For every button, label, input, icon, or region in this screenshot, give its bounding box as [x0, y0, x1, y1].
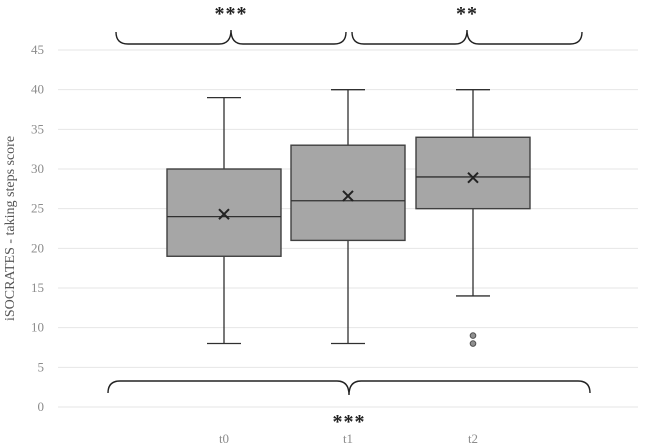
- x-tick-label: t2: [468, 431, 478, 446]
- bracket: [115, 29, 347, 45]
- y-tick-label: 15: [31, 280, 44, 295]
- outlier-point: [469, 340, 477, 347]
- mean-marker: [218, 208, 230, 220]
- box-t0: [166, 96, 282, 345]
- significance-label: **: [456, 3, 478, 25]
- iqr-box: [290, 144, 406, 242]
- significance-label: ***: [333, 411, 366, 433]
- y-axis-title: iSOCRATES - taking steps score: [3, 136, 18, 321]
- y-tick-label: 45: [31, 42, 44, 57]
- significance-label: ***: [215, 3, 248, 25]
- y-tick-label: 0: [38, 399, 45, 414]
- x-tick-label: t1: [343, 431, 353, 446]
- bracket: [107, 380, 591, 396]
- y-tick-label: 40: [31, 82, 44, 97]
- y-tick-label: 35: [31, 121, 44, 136]
- y-tick-label: 5: [38, 359, 45, 374]
- x-axis-ticks: t0 t1 t2: [219, 431, 478, 446]
- box-t2: [415, 89, 531, 347]
- significance-t0-t1: ***: [115, 3, 347, 45]
- significance-t0-t2: ***: [107, 380, 591, 433]
- outlier-point: [469, 332, 477, 339]
- mean-marker: [467, 172, 479, 184]
- y-tick-label: 20: [31, 240, 44, 255]
- bracket: [351, 29, 583, 45]
- y-tick-label: 30: [31, 161, 44, 176]
- iqr-box: [415, 136, 531, 210]
- boxes: [166, 89, 531, 347]
- y-tick-label: 10: [31, 320, 44, 335]
- significance-brackets: *** *****: [107, 3, 591, 433]
- mean-marker: [342, 190, 354, 202]
- x-tick-label: t0: [219, 431, 229, 446]
- box-t1: [290, 89, 406, 345]
- significance-t1-t2: **: [351, 3, 583, 45]
- y-axis-ticks: 0 5 10 15 20 25 30 35 40 45: [31, 42, 44, 414]
- iqr-box: [166, 168, 282, 257]
- y-tick-label: 25: [31, 201, 44, 216]
